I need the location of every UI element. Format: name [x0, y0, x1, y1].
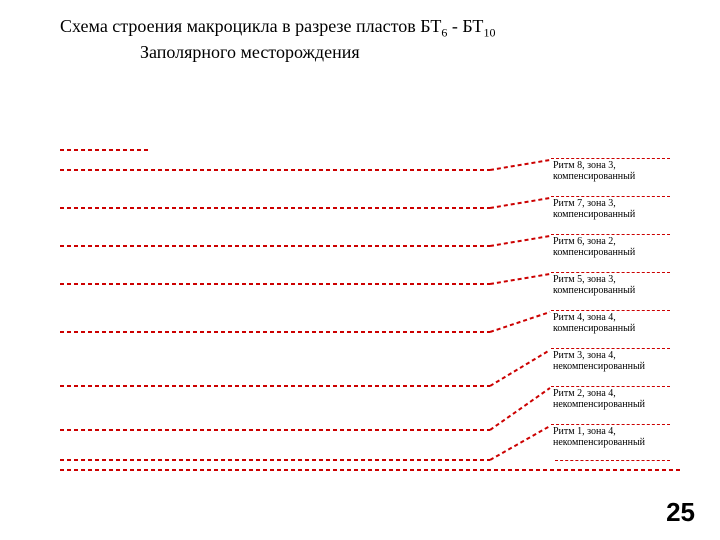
layer-label: Ритм 5, зона 3, компенсированный [551, 272, 670, 297]
title-line1-pre: Схема строения макроцикла в разрезе плас… [60, 16, 441, 36]
layer-label: Ритм 3, зона 4, некомпенсированный [551, 348, 670, 373]
title-mid: - БТ [447, 16, 483, 36]
macrocycle-diagram: Ритм 8, зона 3, компенсированный Ритм 7, … [50, 140, 690, 480]
title-line2: Заполярного месторождения [140, 42, 360, 62]
title-sub2: 10 [483, 26, 495, 40]
layer-label: Ритм 8, зона 3, компенсированный [551, 158, 670, 183]
layer-label: Ритм 1, зона 4, некомпенсированный [551, 424, 670, 449]
layer-label: Ритм 7, зона 3, компенсированный [551, 196, 670, 221]
layer-label: Ритм 6, зона 2, компенсированный [551, 234, 670, 259]
layer-label: Ритм 2, зона 4, некомпенсированный [551, 386, 670, 411]
layer-label: Ритм 4, зона 4, компенсированный [551, 310, 670, 335]
page-number: 25 [666, 497, 695, 528]
diagram-title: Схема строения макроцикла в разрезе плас… [60, 15, 540, 65]
layer-label-end [555, 460, 670, 461]
